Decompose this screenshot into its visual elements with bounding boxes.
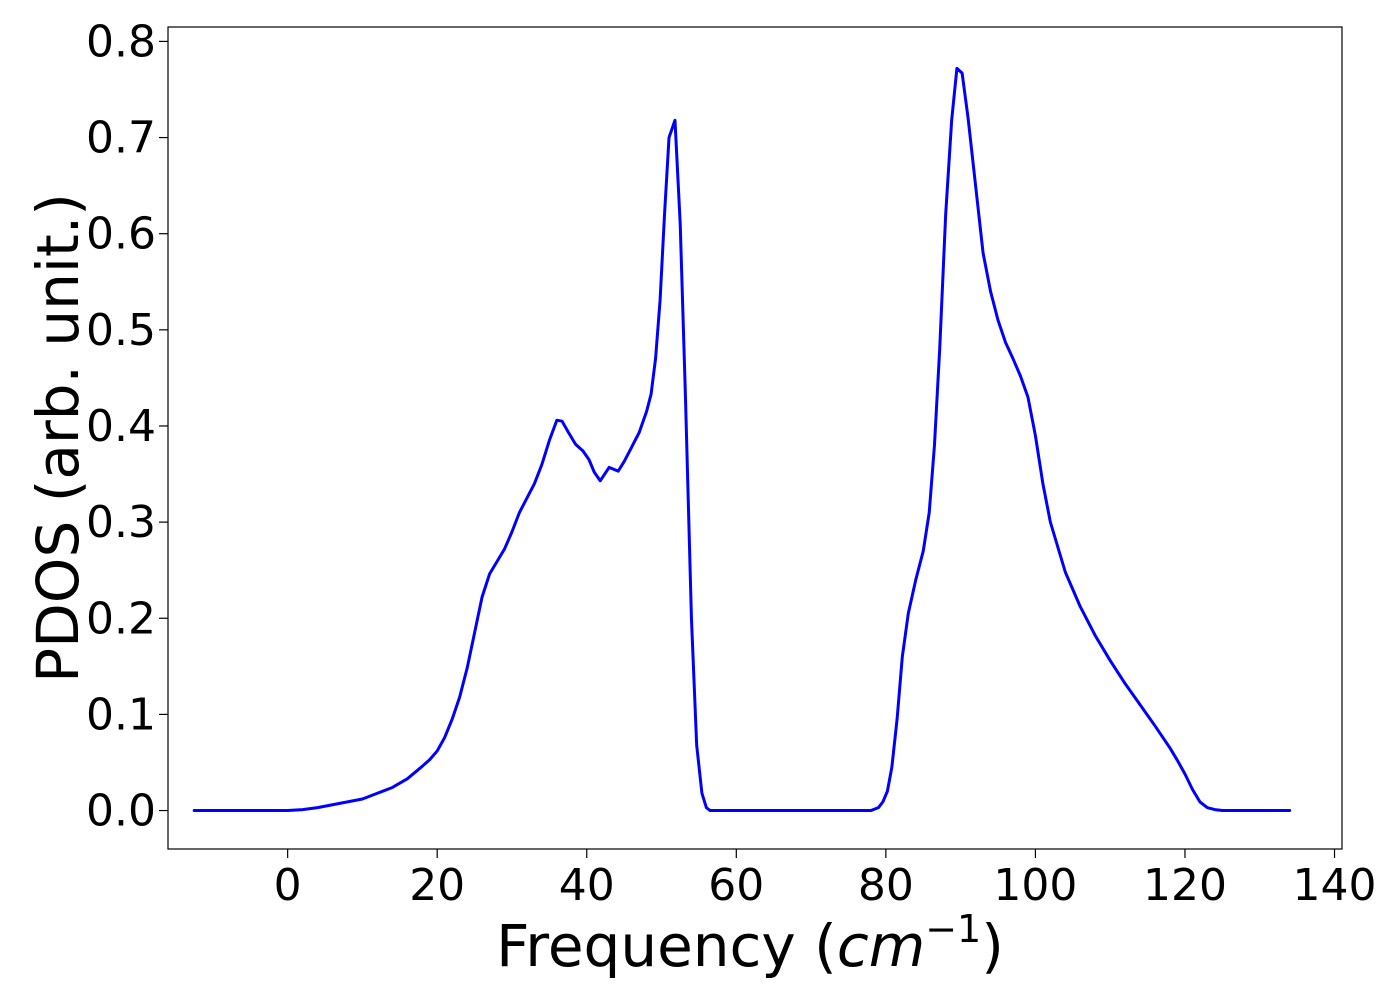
y-tick-label: 0.2 <box>86 593 156 644</box>
x-tick-label: 140 <box>1293 860 1377 911</box>
y-axis: 0.0 0.1 0.2 0.3 0.4 0.5 0.6 0.7 0.8 <box>86 16 168 837</box>
y-tick-label: 0.6 <box>86 209 156 260</box>
x-tick-label: 120 <box>1143 860 1227 911</box>
y-tick-label: 0.0 <box>86 786 156 837</box>
x-tick-label: 60 <box>708 860 764 911</box>
x-tick-label: 0 <box>274 860 302 911</box>
x-axis-title: Frequency (cm−1) <box>496 907 1004 980</box>
y-tick-label: 0.8 <box>86 16 156 67</box>
x-tick-label: 20 <box>409 860 465 911</box>
y-tick-label: 0.5 <box>86 305 156 356</box>
y-tick-label: 0.3 <box>86 497 156 548</box>
x-tick-label: 40 <box>559 860 615 911</box>
plot-frame <box>167 26 1343 850</box>
x-tick-label: 80 <box>858 860 914 911</box>
y-tick-label: 0.7 <box>86 113 156 164</box>
x-tick-label: 100 <box>993 860 1077 911</box>
pdos-series-line <box>192 66 1292 813</box>
x-axis: 0 20 40 60 80 100 120 140 <box>274 849 1377 911</box>
y-tick-label: 0.1 <box>86 689 156 740</box>
y-tick-label: 0.4 <box>86 401 156 452</box>
y-axis-title: PDOS (arb. unit.) <box>24 193 92 683</box>
